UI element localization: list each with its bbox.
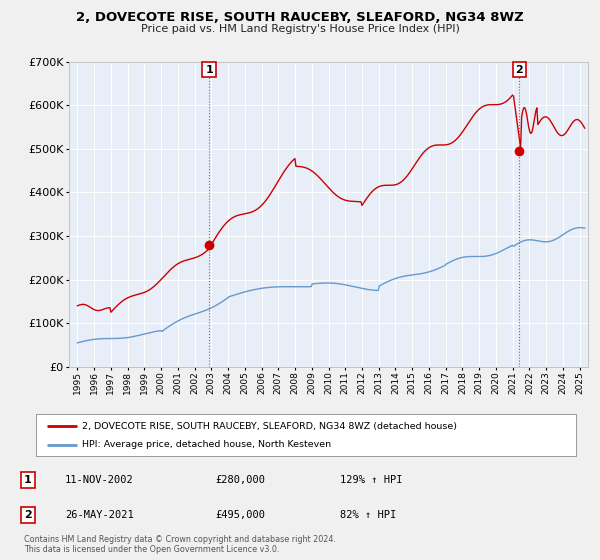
Text: 26-MAY-2021: 26-MAY-2021 [65, 510, 134, 520]
Text: 2, DOVECOTE RISE, SOUTH RAUCEBY, SLEAFORD, NG34 8WZ (detached house): 2, DOVECOTE RISE, SOUTH RAUCEBY, SLEAFOR… [82, 422, 457, 431]
Text: 2: 2 [24, 510, 32, 520]
Text: £280,000: £280,000 [215, 475, 265, 485]
Text: 1: 1 [24, 475, 32, 485]
Text: Contains HM Land Registry data © Crown copyright and database right 2024.
This d: Contains HM Land Registry data © Crown c… [24, 535, 336, 554]
Text: 11-NOV-2002: 11-NOV-2002 [65, 475, 134, 485]
Text: 1: 1 [205, 64, 213, 74]
Text: 129% ↑ HPI: 129% ↑ HPI [340, 475, 403, 485]
Text: 2, DOVECOTE RISE, SOUTH RAUCEBY, SLEAFORD, NG34 8WZ: 2, DOVECOTE RISE, SOUTH RAUCEBY, SLEAFOR… [76, 11, 524, 24]
Text: Price paid vs. HM Land Registry's House Price Index (HPI): Price paid vs. HM Land Registry's House … [140, 24, 460, 34]
Text: 2: 2 [515, 64, 523, 74]
Text: £495,000: £495,000 [215, 510, 265, 520]
Text: 82% ↑ HPI: 82% ↑ HPI [340, 510, 396, 520]
Text: HPI: Average price, detached house, North Kesteven: HPI: Average price, detached house, Nort… [82, 440, 331, 449]
